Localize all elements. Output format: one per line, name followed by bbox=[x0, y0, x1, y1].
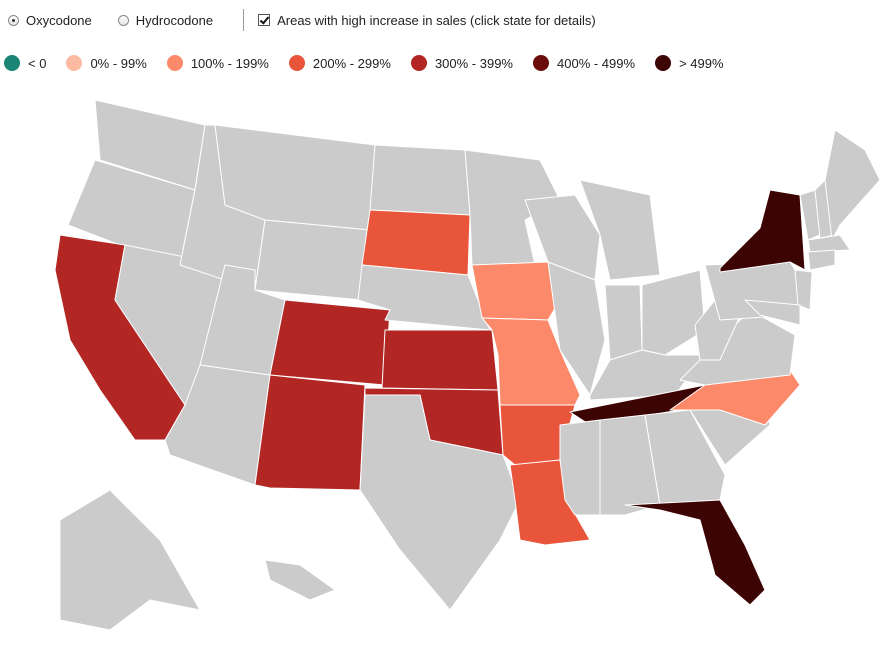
state-ia[interactable] bbox=[471, 261, 561, 321]
legend-label: 400% - 499% bbox=[557, 55, 636, 71]
legend-label: 100% - 199% bbox=[190, 55, 269, 71]
legend-label: < 0 bbox=[28, 55, 47, 71]
state-me[interactable] bbox=[824, 129, 881, 241]
state-nj[interactable] bbox=[794, 269, 813, 311]
drug-selector: Oxycodone Hydrocodone Areas with high in… bbox=[8, 9, 596, 31]
state-ma[interactable] bbox=[807, 234, 851, 253]
state-md[interactable] bbox=[744, 299, 801, 326]
state-ms[interactable] bbox=[559, 419, 601, 516]
state-sd[interactable] bbox=[361, 209, 471, 276]
legend-item: 200% - 299% bbox=[288, 55, 391, 71]
state-hi[interactable] bbox=[264, 559, 336, 601]
legend: < 0 0% - 99% 100% - 199% 200% - 299% 300… bbox=[4, 55, 744, 71]
legend-swatch bbox=[66, 55, 83, 71]
legend-swatch bbox=[166, 55, 183, 71]
state-wy[interactable] bbox=[254, 219, 371, 301]
legend-swatch bbox=[288, 55, 305, 71]
state-oh[interactable] bbox=[641, 269, 706, 356]
state-ga[interactable] bbox=[644, 409, 726, 506]
state-co[interactable] bbox=[269, 299, 391, 386]
hydrocodone-radio[interactable]: Hydrocodone bbox=[117, 12, 214, 28]
state-in[interactable] bbox=[604, 284, 643, 361]
legend-swatch bbox=[655, 55, 672, 71]
legend-swatch bbox=[533, 55, 549, 71]
state-mi[interactable] bbox=[579, 179, 661, 281]
state-ct[interactable] bbox=[807, 249, 836, 271]
state-il[interactable] bbox=[547, 261, 606, 396]
state-mn[interactable] bbox=[464, 149, 561, 266]
state-ne[interactable] bbox=[357, 264, 491, 331]
state-fl[interactable] bbox=[624, 499, 766, 606]
state-ky[interactable] bbox=[589, 349, 706, 401]
legend-item: 300% - 399% bbox=[410, 55, 513, 71]
legend-item: 0% - 99% bbox=[66, 55, 147, 71]
legend-label: 200% - 299% bbox=[312, 55, 391, 71]
oxycodone-radio[interactable]: Oxycodone bbox=[8, 13, 92, 28]
high-increase-checkbox[interactable]: Areas with high increase in sales (click… bbox=[258, 13, 596, 28]
high-increase-label: Areas with high increase in sales (click… bbox=[277, 12, 596, 28]
legend-swatch bbox=[4, 55, 20, 71]
hydrocodone-label: Hydrocodone bbox=[135, 12, 214, 28]
oxycodone-label: Oxycodone bbox=[26, 12, 92, 28]
legend-item: 100% - 199% bbox=[166, 55, 269, 71]
checkbox-check-icon[interactable] bbox=[258, 14, 271, 26]
state-nm[interactable] bbox=[254, 374, 366, 491]
legend-item: > 499% bbox=[655, 55, 724, 71]
state-ny[interactable] bbox=[719, 189, 806, 273]
legend-item: < 0 bbox=[4, 55, 46, 71]
legend-swatch bbox=[410, 55, 427, 71]
oxycodone-radio-circle[interactable] bbox=[8, 14, 19, 26]
state-ks[interactable] bbox=[381, 329, 499, 391]
controls-divider bbox=[243, 9, 245, 31]
state-wi[interactable] bbox=[524, 194, 601, 281]
legend-label: > 499% bbox=[679, 55, 724, 71]
legend-label: 300% - 399% bbox=[434, 55, 513, 71]
state-ak[interactable] bbox=[59, 489, 201, 631]
legend-label: 0% - 99% bbox=[90, 55, 147, 71]
us-states-map bbox=[54, 99, 881, 631]
hydrocodone-radio-circle[interactable] bbox=[117, 14, 129, 26]
state-tx[interactable] bbox=[359, 394, 521, 611]
state-al[interactable] bbox=[599, 414, 661, 516]
legend-item: 400% - 499% bbox=[533, 55, 635, 71]
state-nd[interactable] bbox=[369, 144, 471, 216]
